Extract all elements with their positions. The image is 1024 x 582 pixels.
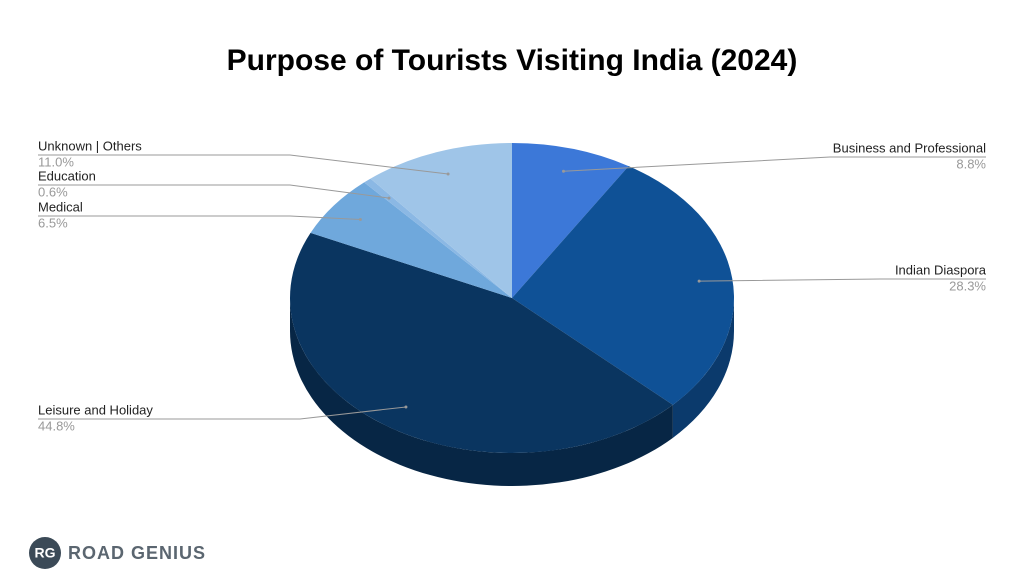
- value-label: 11.0%: [38, 154, 74, 169]
- leader-line: [38, 406, 406, 420]
- value-label: 6.5%: [38, 215, 68, 230]
- chart-title: Purpose of Tourists Visiting India (2024…: [227, 44, 798, 77]
- category-label: Leisure and Holiday: [38, 402, 153, 417]
- category-label: Unknown | Others: [38, 138, 142, 153]
- leader-dot: [697, 279, 701, 283]
- leader-line: [699, 278, 986, 282]
- category-label: Medical: [38, 199, 83, 214]
- leader-dot: [446, 172, 450, 176]
- logo-name: ROAD GENIUS: [68, 543, 206, 563]
- value-label: 28.3%: [949, 278, 986, 293]
- pie: [290, 143, 734, 486]
- slice: [290, 232, 673, 453]
- value-label: 8.8%: [956, 156, 986, 171]
- slice: [364, 178, 512, 298]
- logo-initials: RG: [35, 545, 56, 561]
- slice: [512, 166, 734, 405]
- leader-dot: [358, 218, 362, 222]
- category-label: Indian Diaspora: [895, 262, 987, 277]
- value-label: 44.8%: [38, 418, 75, 433]
- category-label: Education: [38, 168, 96, 183]
- value-label: 0.6%: [38, 184, 68, 199]
- slice: [512, 143, 629, 298]
- leader-line: [38, 215, 361, 221]
- leader-line: [38, 154, 449, 175]
- leader-dot: [387, 196, 391, 200]
- slice-side: [290, 298, 673, 486]
- slice: [370, 143, 512, 298]
- slice: [310, 182, 512, 298]
- category-label: Business and Professional: [833, 140, 986, 155]
- leader-line: [38, 184, 390, 199]
- leader-line: [563, 156, 986, 172]
- logo-badge: [29, 537, 61, 569]
- leader-dot: [562, 169, 566, 173]
- leader-dot: [404, 405, 408, 409]
- slice-side: [672, 298, 734, 438]
